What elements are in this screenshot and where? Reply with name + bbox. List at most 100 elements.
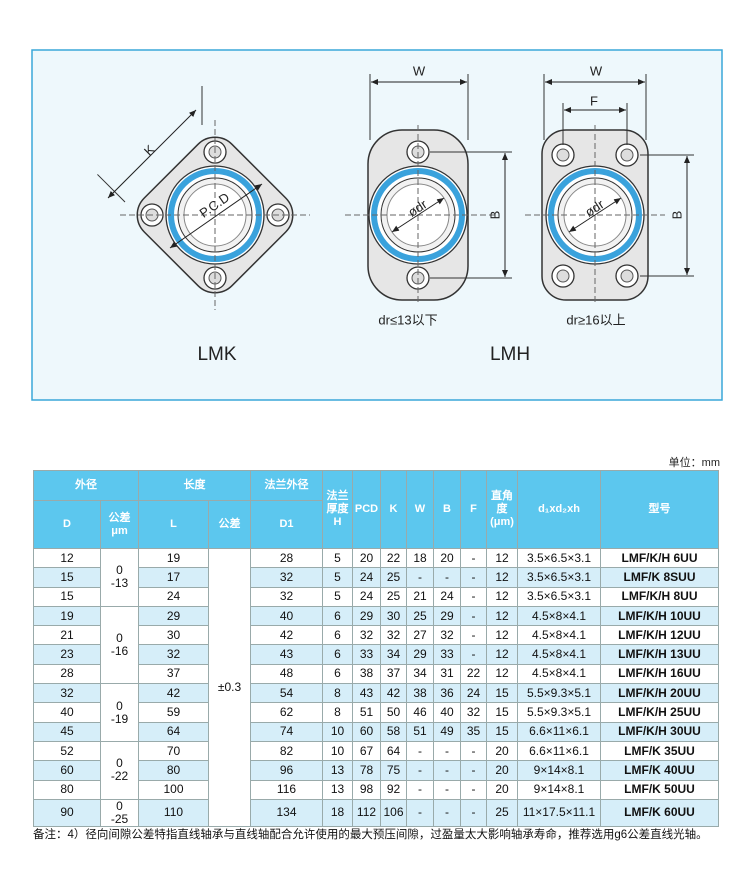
cell: 48	[250, 663, 323, 685]
cell: 19	[138, 547, 209, 569]
cell: LMF/K/H 25UU	[600, 702, 719, 723]
b-label: B	[487, 211, 502, 220]
header-cell: L	[138, 500, 209, 549]
header-cell: B	[433, 470, 461, 549]
b-label: B	[669, 211, 684, 220]
caption: dr≥16以上	[566, 312, 625, 327]
cell: 51	[406, 721, 434, 742]
cell: 6	[322, 663, 353, 685]
header-cell: 法兰 厚度 H	[322, 470, 353, 549]
cell: 15	[486, 683, 518, 704]
cell: 24	[433, 586, 461, 607]
cell: 13	[322, 779, 353, 800]
cell: 32	[250, 586, 323, 607]
cell: 43	[352, 683, 381, 704]
cell: -	[460, 605, 487, 627]
cell: 32	[433, 625, 461, 646]
cell: 38	[406, 683, 434, 704]
note: 备注：4）径向间隙公差特指直线轴承与直线轴配合允许使用的最大预压间隙，过盈量太大…	[33, 829, 708, 841]
cell: 4.5×8×4.1	[517, 605, 601, 627]
cell: 80	[138, 760, 209, 781]
cell: 11×17.5×11.1	[517, 798, 601, 827]
cell: 15	[33, 586, 101, 607]
cell: -	[460, 547, 487, 569]
cell: 3.5×6.5×3.1	[517, 567, 601, 588]
tolerance-cell: 0 -19	[100, 683, 139, 742]
table-row: 60 80 96 13 78 75- - -20 9×14×8.1 LMF/K 40UU	[33, 760, 719, 781]
tolerance-lower: -22	[110, 769, 129, 784]
cell: 8	[322, 702, 353, 723]
tolerance-upper: 0	[116, 563, 123, 578]
tolerance-cell: 0 -22	[100, 740, 139, 800]
cell: -	[406, 760, 434, 781]
header-cell: 型号	[600, 470, 719, 549]
cell: 30	[138, 625, 209, 646]
cell: 32	[33, 683, 101, 704]
header-cell: 公差 μm	[100, 500, 139, 549]
cell: 46	[406, 702, 434, 723]
header-cell: D1	[250, 500, 323, 549]
cell: 10	[322, 721, 353, 742]
cell: 54	[250, 683, 323, 704]
header-cell: d₁xd₂xh	[517, 470, 601, 549]
cell: -	[460, 567, 487, 588]
cell: 12	[486, 586, 518, 607]
cell: 5.5×9.3×5.1	[517, 683, 601, 704]
tolerance-cell: 0 -13	[100, 548, 139, 607]
cell: 32	[352, 625, 381, 646]
header-cell: 外径	[33, 470, 139, 501]
cell: 15	[486, 721, 518, 742]
cell: 29	[138, 605, 209, 627]
cell: 29	[352, 605, 381, 627]
cell: 42	[380, 683, 407, 704]
tolerance-lower: -19	[110, 711, 129, 726]
cell: 4.5×8×4.1	[517, 663, 601, 685]
cell: 20	[486, 760, 518, 781]
cell: -	[433, 567, 461, 588]
cell: 32	[250, 567, 323, 588]
cell: 31	[433, 663, 461, 685]
header-cell: D	[33, 500, 101, 549]
cell: 3.5×6.5×3.1	[517, 586, 601, 607]
table-row: 80 100 116 13 98 92- - -20 9×14×8.1 LMF/K 50UU	[33, 779, 719, 800]
cell: LMF/K/H 8UU	[600, 586, 719, 607]
table-row: 21 30 42 6 32 32 27 32-12 4.5×8×4.1 LMF/K/H 12UU	[33, 625, 719, 646]
cell: 59	[138, 702, 209, 723]
cell: 32	[380, 625, 407, 646]
cell: 15	[33, 567, 101, 588]
w-label: W	[590, 63, 603, 78]
cell: 12	[486, 663, 518, 685]
cell: 37	[138, 663, 209, 685]
cell: 5	[322, 567, 353, 588]
header-cell: PCD	[352, 470, 381, 549]
table-row: 23 32 43 6 33 34 29 33-12 4.5×8×4.1 LMF/K/H 13UU	[33, 644, 719, 665]
cell: 52	[33, 740, 101, 762]
cell: 100	[138, 779, 209, 800]
cell: 6	[322, 605, 353, 627]
cell: -	[433, 798, 461, 827]
cell: -	[406, 798, 434, 827]
cell: LMF/K/H 12UU	[600, 625, 719, 646]
cell: 20	[486, 740, 518, 762]
spec-table: 外径 长度 法兰外径 法兰 厚度 H PCD K W B F 直角 度 (μm) d₁xd₂xh 型号…	[33, 470, 719, 827]
header-row: D 公差 μm L 公差 D1	[33, 500, 719, 549]
tolerance-cell: 0 -25	[100, 798, 139, 827]
cell: 74	[250, 721, 323, 742]
cell: 12	[486, 605, 518, 627]
cell: 42	[138, 683, 209, 704]
cell: LMF/K/H 20UU	[600, 683, 719, 704]
tolerance-cell: 0 -16	[100, 605, 139, 685]
cell: 110	[138, 798, 209, 827]
header-row: 外径 长度 法兰外径 法兰 厚度 H PCD K W B F 直角 度 (μm) d₁xd₂xh 型号	[33, 470, 719, 549]
cell: 35	[460, 721, 487, 742]
cell: 12	[486, 547, 518, 569]
cell: 12	[486, 625, 518, 646]
cell: 6.6×11×6.1	[517, 721, 601, 742]
cell: 33	[352, 644, 381, 665]
cell: 42	[250, 625, 323, 646]
cell: -	[406, 779, 434, 800]
cell: 19	[33, 605, 101, 627]
cell: 4.5×8×4.1	[517, 644, 601, 665]
cell: 50	[380, 702, 407, 723]
cell: 20	[486, 779, 518, 800]
